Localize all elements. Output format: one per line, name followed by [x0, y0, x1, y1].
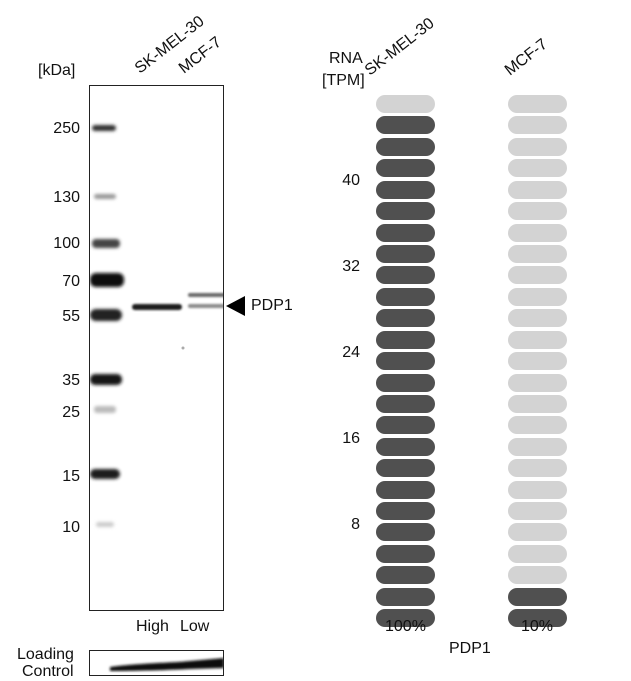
- rna-column-label-sk-mel-30: SK-MEL-30: [361, 14, 438, 80]
- rna-tick-16: 16: [342, 430, 360, 447]
- mw-marker-15: 15: [62, 468, 80, 485]
- rna-pill-sk-mel-30-22: [376, 159, 435, 178]
- rna-pill-sk-mel-30-16: [376, 287, 435, 306]
- rna-pill-mcf-7-1: [508, 609, 567, 628]
- rna-pill-sk-mel-30-23: [376, 137, 435, 156]
- rna-pill-sk-mel-30-17: [376, 266, 435, 285]
- mw-marker-130: 130: [53, 189, 80, 206]
- rna-pill-sk-mel-30-25: [376, 95, 435, 113]
- rna-pill-mcf-7-24: [508, 116, 567, 135]
- loading-control-label-line1: Loading: [17, 646, 74, 663]
- rna-pill-mcf-7-16: [508, 287, 567, 306]
- rna-tick-24: 24: [342, 344, 360, 361]
- ladder-band-35: [90, 374, 122, 385]
- target-protein-label: PDP1: [251, 297, 293, 314]
- rna-pill-sk-mel-30-3: [376, 566, 435, 585]
- rna-pill-mcf-7-25: [508, 95, 567, 113]
- rna-tick-32: 32: [342, 258, 360, 275]
- mw-marker-10: 10: [62, 519, 80, 536]
- rna-percent-mcf-7: 10%: [521, 618, 554, 635]
- rna-header-line1: RNA: [329, 50, 363, 67]
- loading-control-band: [110, 658, 223, 671]
- rna-pill-mcf-7-18: [508, 244, 567, 263]
- rna-pill-sk-mel-30-19: [376, 223, 435, 242]
- rna-pill-sk-mel-30-2: [376, 587, 435, 606]
- rna-pill-sk-mel-30-5: [376, 523, 435, 542]
- rna-gene-label: PDP1: [449, 640, 491, 657]
- rna-pill-mcf-7-9: [508, 437, 567, 456]
- rna-pill-sk-mel-30-4: [376, 544, 435, 563]
- ladder-band-55: [90, 309, 122, 321]
- rna-pill-sk-mel-30-9: [376, 437, 435, 456]
- mw-marker-55: 55: [62, 308, 80, 325]
- rna-percent-sk-mel-30: 100%: [385, 618, 426, 635]
- band-mcf-7-upper: [188, 293, 223, 297]
- lane-level-high: High: [136, 618, 169, 635]
- ladder-band-10: [96, 522, 114, 527]
- western-blot-membrane: [89, 85, 224, 611]
- blot-speck: [181, 346, 185, 350]
- rna-pill-sk-mel-30-13: [376, 352, 435, 370]
- rna-pill-sk-mel-30-10: [376, 416, 435, 435]
- loading-control-blot: [89, 650, 224, 676]
- ladder-band-15: [90, 469, 120, 479]
- rna-pill-mcf-7-19: [508, 223, 567, 242]
- rna-tick-8: 8: [351, 516, 360, 533]
- rna-pill-mcf-7-5: [508, 523, 567, 542]
- band-mcf-7-lower: [188, 304, 223, 308]
- loading-control-label-line2: Control: [22, 663, 74, 680]
- ladder-band-25: [94, 406, 116, 413]
- rna-pill-mcf-7-6: [508, 502, 567, 520]
- rna-pill-mcf-7-23: [508, 137, 567, 156]
- ladder-band-130: [94, 194, 116, 199]
- ladder-band-250: [92, 125, 116, 131]
- rna-pill-mcf-7-2: [508, 587, 567, 606]
- blot-bands: [90, 125, 223, 527]
- mw-marker-25: 25: [62, 404, 80, 421]
- rna-column-label-mcf-7: MCF-7: [501, 35, 551, 80]
- rna-header-line2: [TPM]: [322, 72, 365, 89]
- rna-pill-mcf-7-13: [508, 352, 567, 370]
- target-arrow-icon: [226, 296, 245, 316]
- rna-pill-mcf-7-7: [508, 480, 567, 499]
- rna-pill-sk-mel-30-21: [376, 180, 435, 199]
- rna-pill-mcf-7-8: [508, 459, 567, 478]
- rna-tick-40: 40: [342, 172, 360, 189]
- rna-pill-mcf-7-17: [508, 266, 567, 285]
- rna-pill-mcf-7-20: [508, 202, 567, 221]
- rna-pill-sk-mel-30-18: [376, 244, 435, 263]
- rna-pill-sk-mel-30-12: [376, 373, 435, 392]
- mw-marker-70: 70: [62, 273, 80, 290]
- ladder-band-100: [92, 239, 120, 248]
- rna-pill-mcf-7-3: [508, 566, 567, 585]
- rna-pill-sk-mel-30-8: [376, 459, 435, 478]
- lane-level-low: Low: [180, 618, 210, 635]
- rna-pill-mcf-7-4: [508, 544, 567, 563]
- rna-pill-mcf-7-15: [508, 309, 567, 328]
- rna-pill-sk-mel-30-15: [376, 309, 435, 328]
- rna-pill-mcf-7-12: [508, 373, 567, 392]
- band-sk-mel-30-pdp1: [132, 304, 182, 310]
- rna-pill-sk-mel-30-7: [376, 480, 435, 499]
- rna-pill-sk-mel-30-6: [376, 502, 435, 520]
- rna-pill-mcf-7-21: [508, 180, 567, 199]
- mw-marker-100: 100: [53, 235, 80, 252]
- mw-marker-250: 250: [53, 120, 80, 137]
- mw-marker-35: 35: [62, 372, 80, 389]
- rna-pill-mcf-7-11: [508, 394, 567, 413]
- rna-pill-mcf-7-22: [508, 159, 567, 178]
- rna-pill-sk-mel-30-20: [376, 202, 435, 221]
- kda-unit-label: [kDa]: [38, 62, 76, 79]
- rna-pill-sk-mel-30-1: [376, 609, 435, 628]
- rna-pill-sk-mel-30-11: [376, 394, 435, 413]
- ladder-band-70: [90, 273, 124, 287]
- rna-pill-mcf-7-14: [508, 330, 567, 349]
- rna-pill-sk-mel-30-24: [376, 116, 435, 135]
- rna-pill-mcf-7-10: [508, 416, 567, 435]
- rna-pill-sk-mel-30-14: [376, 330, 435, 349]
